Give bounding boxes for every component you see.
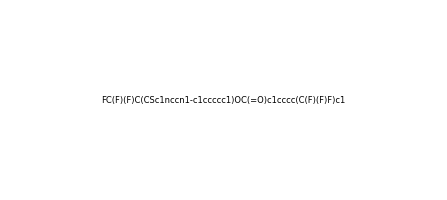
Text: FC(F)(F)C(CSc1nccn1-c1ccccc1)OC(=O)c1cccc(C(F)(F)F)c1: FC(F)(F)C(CSc1nccn1-c1ccccc1)OC(=O)c1ccc… xyxy=(101,96,346,104)
